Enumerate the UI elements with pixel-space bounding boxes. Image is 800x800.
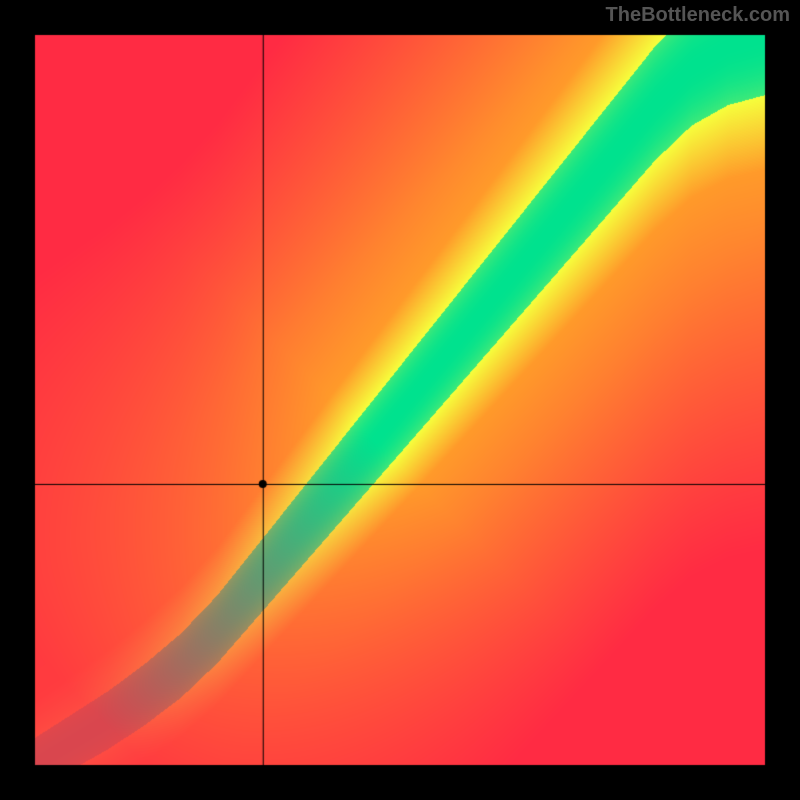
watermark-text: TheBottleneck.com [606,4,790,27]
bottleneck-heatmap-canvas [0,0,800,800]
chart-container: TheBottleneck.com [0,0,800,800]
